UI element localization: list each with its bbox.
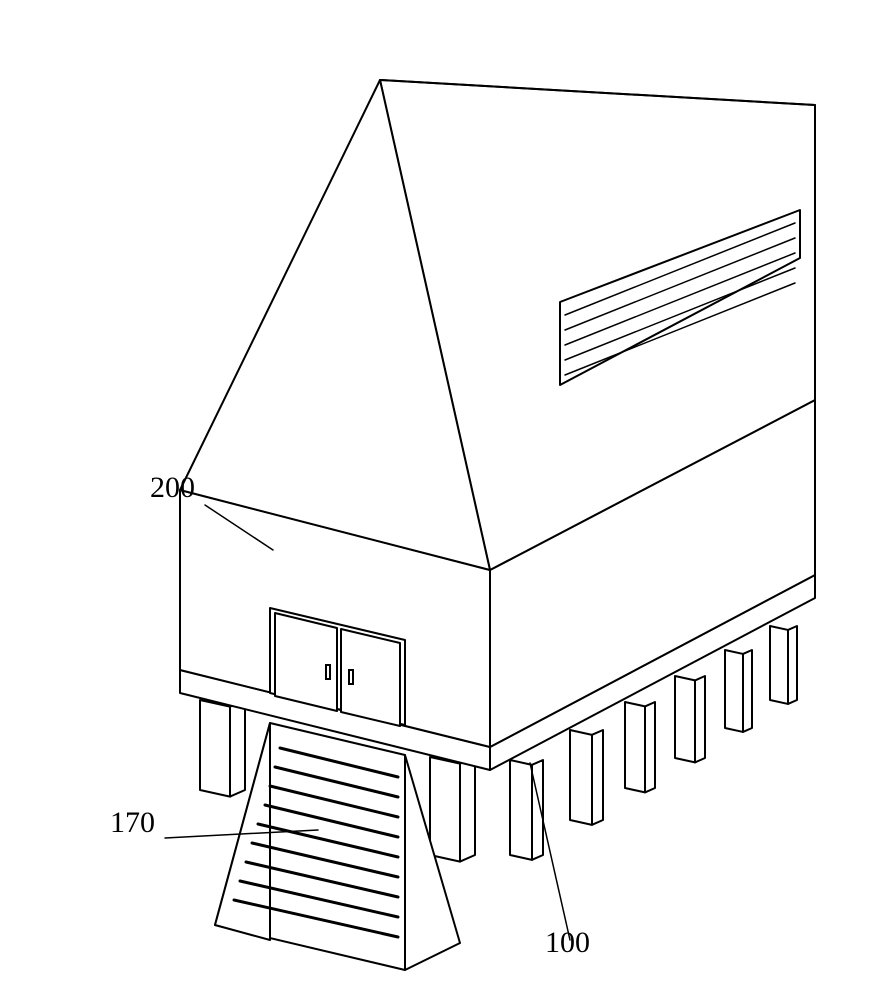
leg-front-1-side bbox=[460, 757, 475, 862]
leg-side-2-front bbox=[625, 702, 645, 792]
leg-front-0-front bbox=[200, 700, 230, 797]
leg-side-2-side bbox=[645, 702, 655, 792]
diagram-canvas bbox=[0, 0, 876, 1000]
leg-front-1-front bbox=[430, 757, 460, 862]
leg-front-0-side bbox=[230, 700, 245, 797]
label-roof: 200 bbox=[150, 471, 195, 505]
leg-side-4-side bbox=[743, 650, 752, 732]
door-handle-left bbox=[326, 665, 330, 679]
leg-side-4-front bbox=[725, 650, 743, 732]
leg-side-1-side bbox=[592, 730, 603, 825]
door-handle-right bbox=[349, 670, 353, 684]
label-ramp: 170 bbox=[110, 806, 155, 840]
leg-side-1-front bbox=[570, 730, 592, 825]
leg-side-0-front bbox=[510, 760, 532, 860]
label-base: 100 bbox=[545, 926, 590, 960]
door-left bbox=[275, 613, 337, 711]
leg-side-3-front bbox=[675, 676, 695, 762]
leg-side-3-side bbox=[695, 676, 705, 762]
leg-side-5-front bbox=[770, 626, 788, 704]
leg-side-5-side bbox=[788, 626, 797, 704]
